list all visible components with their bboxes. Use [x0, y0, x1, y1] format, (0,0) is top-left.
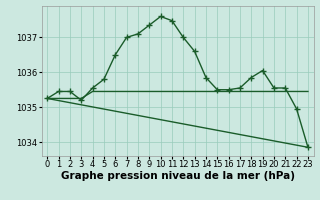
X-axis label: Graphe pression niveau de la mer (hPa): Graphe pression niveau de la mer (hPa) [60, 171, 295, 181]
